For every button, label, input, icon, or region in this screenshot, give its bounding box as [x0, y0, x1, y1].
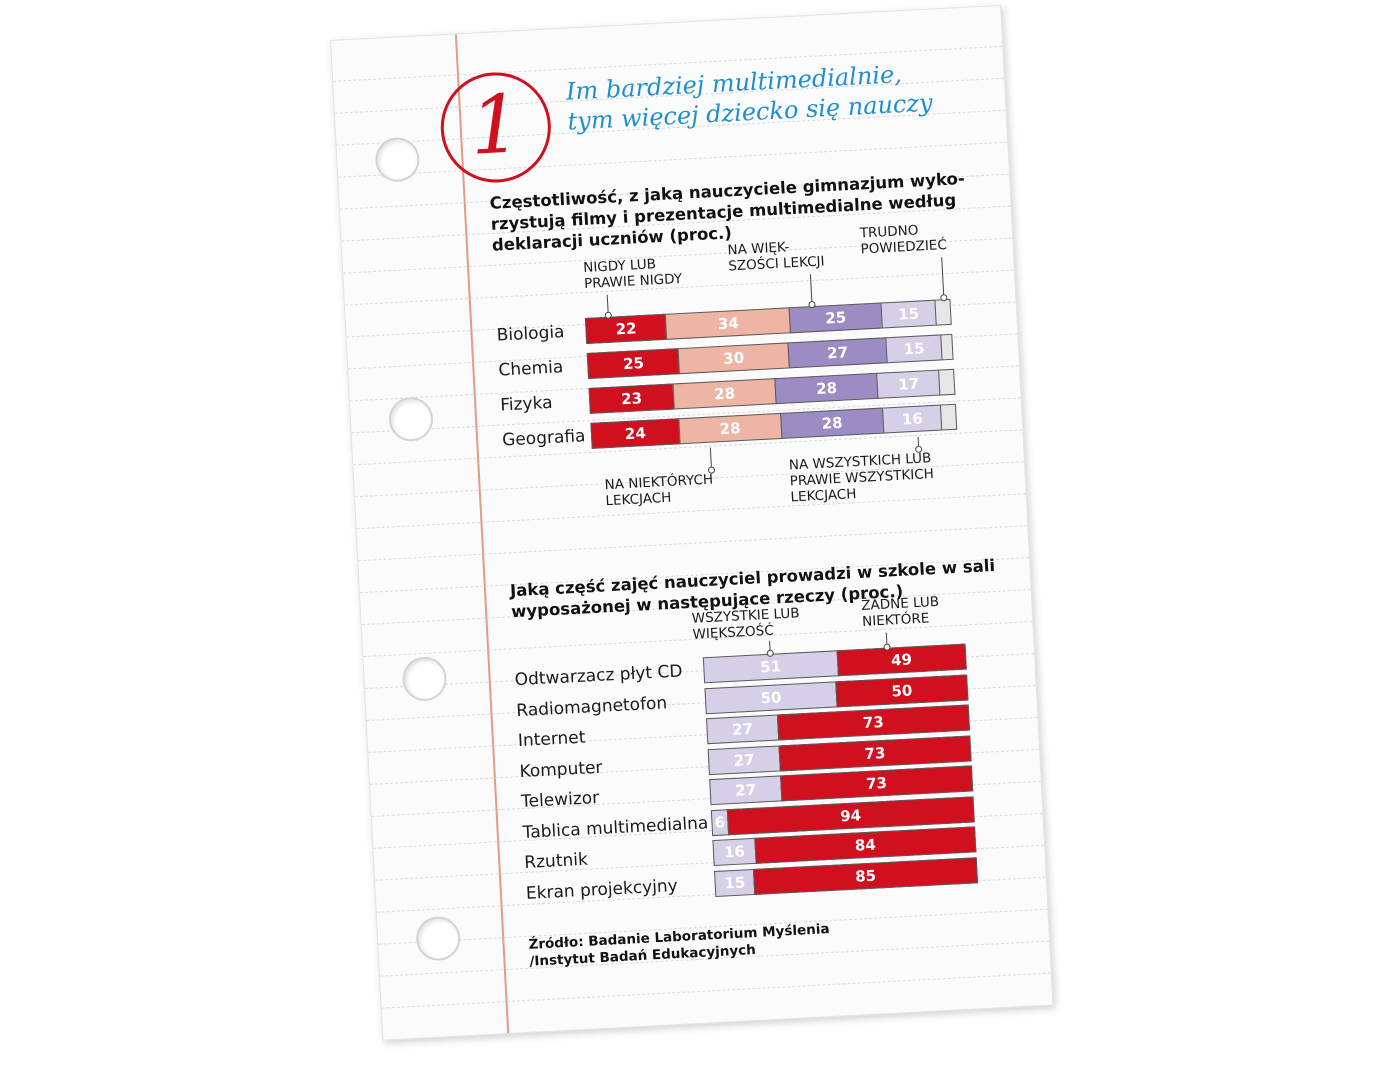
bar-segment: 73 [776, 704, 970, 741]
chart2: Odtwarzacz płyt CD 51 49 Radiomagnetofon 50 5… [331, 6, 1000, 903]
bar-segment: 28 [774, 372, 879, 405]
notebook-page: 1 Im bardziej multimedialnie, tym więcej… [330, 4, 1054, 1041]
bar-segment: 17 [876, 369, 941, 399]
bar-segment: 49 [836, 643, 967, 677]
bar-segment: 28 [672, 378, 777, 410]
punch-hole [374, 136, 421, 183]
category-label: Odtwarzacz płyt CD [514, 661, 683, 691]
badge-number: 1 [467, 77, 524, 173]
bar-segment: 30 [677, 342, 790, 375]
bar-segment: 50 [835, 674, 969, 707]
bar-segment: 22 [584, 313, 668, 345]
category-label: Chemia [498, 357, 564, 381]
legend-wszystkie-pin-dot [766, 649, 774, 658]
legend-wiekszosci-pin [810, 274, 813, 305]
bar-segment: 28 [779, 407, 885, 439]
punch-hole [387, 396, 435, 443]
punch-hole [401, 655, 448, 703]
category-label: Ekran projekcyjny [525, 875, 679, 904]
margin-line [454, 34, 510, 1034]
bar-segment: 73 [779, 765, 974, 802]
bar-segment: 15 [885, 334, 943, 364]
bar-segment: 27 [706, 714, 780, 745]
bar-segment: 85 [753, 856, 978, 895]
bar-segment: 27 [709, 775, 783, 806]
bar-segment: 15 [713, 868, 756, 897]
bar-segment: 25 [789, 302, 883, 334]
legend-niektorych-pin-dot [707, 466, 716, 474]
bar-segment: 27 [707, 744, 781, 775]
legend-nigdy: NIGDY LUB PRAWIE NIGDY [583, 255, 683, 292]
bar-segment [938, 368, 956, 396]
legend-trudno-pin-dot [939, 294, 948, 302]
bar-segment: 16 [712, 837, 757, 867]
bar-segment: 15 [880, 299, 938, 329]
punch-hole [415, 915, 462, 962]
legend-wszystkich-pin-dot [914, 445, 923, 453]
legend-trudno: TRUDNO POWIEDZIEĆ [859, 221, 947, 257]
category-label: Fizyka [499, 392, 554, 416]
category-label: Rzutnik [523, 849, 589, 873]
bar-segment [940, 333, 954, 361]
bar-segment: 27 [787, 337, 888, 369]
bar-segment [934, 298, 952, 326]
category-label: Tablica multimedialna [522, 812, 709, 843]
category-label: Internet [517, 727, 586, 752]
bar-segment: 50 [704, 680, 838, 714]
ruled-line [358, 525, 1028, 562]
legend-trudno-pin [940, 257, 944, 298]
bar-segment: 73 [778, 734, 972, 771]
category-label: Radiomagnetofon [515, 692, 668, 721]
legend-wiekszosci: NA WIĘK- SZOŚCI LEKCJI [727, 237, 825, 274]
category-label: Biologia [496, 322, 565, 346]
bar-segment: 24 [590, 418, 681, 449]
headline: Im bardziej multimedialnie, tym więcej d… [565, 55, 988, 137]
bar-segment: 34 [665, 307, 792, 340]
ruled-lines [331, 6, 1051, 1009]
ruled-line [381, 972, 1051, 1009]
bar-segment: 25 [586, 348, 681, 379]
number-badge: 1 [438, 69, 554, 186]
category-label: Telewizor [520, 787, 600, 813]
source-note: Źródło: Badanie Laboratorium Myślenia /I… [528, 921, 831, 971]
legend-wszystkie: WSZYSTKIE LUB WIĘKSZOŚĆ [691, 605, 800, 643]
category-label: Komputer [519, 757, 603, 782]
bar-segment: 16 [881, 404, 943, 434]
bar-segment [940, 403, 958, 431]
chart1: Biologia 22 34 25 15 Chemia 25 30 27 15 Fizyka 23 28… [331, 6, 1000, 509]
category-label: Geografia [501, 426, 586, 451]
legend-niektorych: NA NIEKTÓRYCH LEKCJACH [604, 472, 714, 510]
legend-wszystkich: NA WSZYSTKICH LUB PRAWIE WSZYSTKICH LEKCJA… [788, 450, 935, 505]
bar-segment: 23 [588, 383, 675, 414]
bar-segment: 28 [677, 412, 783, 445]
legend-zadne: ŻADNE LUB NIEKTÓRE [861, 594, 940, 630]
legend-trudno-line: POWIEDZIEĆ [860, 237, 948, 258]
